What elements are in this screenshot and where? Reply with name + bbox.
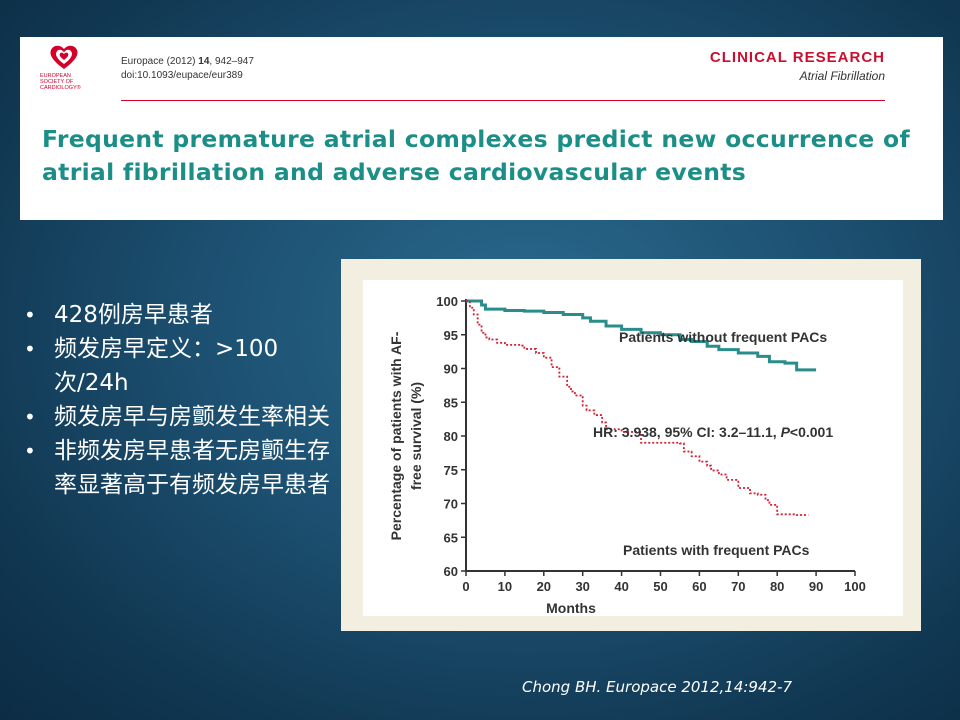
esc-logo: EUROPEAN SOCIETY OF CARDIOLOGY® bbox=[40, 43, 96, 97]
journal-volume: 14 bbox=[198, 56, 210, 67]
y-tick-label: 80 bbox=[444, 429, 458, 444]
x-tick-label: 0 bbox=[462, 579, 469, 594]
x-tick-label: 60 bbox=[692, 579, 706, 594]
x-tick-label: 80 bbox=[770, 579, 784, 594]
x-tick-label: 40 bbox=[614, 579, 628, 594]
figure-panel: 60 65 70 75 80 85 90 95 100 0 10 20 30 40 50 60 70 80 90 1… bbox=[341, 259, 921, 631]
article-title: Frequent premature atrial complexes pred… bbox=[42, 125, 910, 186]
y-tick-label: 90 bbox=[444, 362, 458, 377]
series-line-without-pacs bbox=[466, 299, 817, 372]
legend-without-pacs: Patients without frequent PACs bbox=[619, 329, 827, 345]
figure-inner: 60 65 70 75 80 85 90 95 100 0 10 20 30 40 50 60 70 80 90 1… bbox=[363, 280, 903, 616]
hr-text: HR: 3.938, 95% CI: 3.2–11.1, bbox=[593, 424, 781, 440]
logo-text-line: CARDIOLOGY® bbox=[40, 85, 81, 91]
x-tick-label: 30 bbox=[575, 579, 589, 594]
journal-pages: , 942–947 bbox=[209, 56, 254, 67]
x-tick-label: 100 bbox=[844, 579, 866, 594]
bullet-item: 频发房早定义：>100次/24h bbox=[22, 332, 332, 400]
heart-logo-icon bbox=[50, 45, 78, 69]
survival-chart: 60 65 70 75 80 85 90 95 100 0 10 20 30 40 50 60 70 80 90 1… bbox=[388, 294, 866, 616]
y-tick-label: 95 bbox=[444, 328, 458, 343]
header-divider bbox=[121, 100, 885, 101]
x-tick-label: 10 bbox=[498, 579, 512, 594]
bullet-item: 428例房早患者 bbox=[22, 298, 332, 332]
y-tick-label: 100 bbox=[436, 294, 458, 309]
journal-ref: Europace (2012) bbox=[121, 56, 199, 67]
y-tick-label: 85 bbox=[444, 395, 458, 410]
x-tick-label: 90 bbox=[809, 579, 823, 594]
citation: Chong BH. Europace 2012,14:942-7 bbox=[522, 678, 793, 696]
y-tick-label: 65 bbox=[444, 530, 458, 545]
series-line-with-pacs bbox=[466, 300, 809, 516]
section-label: Atrial Fibrillation bbox=[799, 69, 885, 83]
x-axis-label: Months bbox=[546, 600, 596, 616]
y-tick-label: 70 bbox=[444, 497, 458, 512]
article-header: EUROPEAN SOCIETY OF CARDIOLOGY® Europace… bbox=[20, 37, 943, 220]
y-axis-label: Percentage of patients with AF-free surv… bbox=[388, 331, 424, 540]
bullet-list: 428例房早患者 频发房早定义：>100次/24h 频发房早与房颤发生率相关 非… bbox=[22, 298, 332, 502]
bullet-item: 频发房早与房颤发生率相关 bbox=[22, 400, 332, 434]
p-value: <0.001 bbox=[790, 424, 833, 440]
logo-text-line: EUROPEAN bbox=[40, 73, 71, 79]
y-tick-label: 75 bbox=[444, 463, 458, 478]
hazard-ratio-annotation: HR: 3.938, 95% CI: 3.2–11.1, P<0.001 bbox=[593, 424, 833, 440]
y-tick-label: 60 bbox=[444, 564, 458, 579]
category-label: CLINICAL RESEARCH bbox=[709, 49, 885, 66]
p-symbol: P bbox=[781, 424, 791, 440]
doi: doi:10.1093/eupace/eur389 bbox=[121, 70, 243, 81]
logo-text-line: SOCIETY OF bbox=[40, 79, 74, 85]
bullet-item: 非频发房早患者无房颤生存率显著高于有频发房早患者 bbox=[22, 434, 332, 502]
x-tick-label: 70 bbox=[731, 579, 745, 594]
journal-info: Europace (2012) 14, 942–947 doi:10.1093/… bbox=[121, 55, 254, 83]
legend-with-pacs: Patients with frequent PACs bbox=[623, 542, 810, 558]
axis-lines bbox=[465, 299, 855, 572]
x-tick-label: 50 bbox=[653, 579, 667, 594]
x-tick-label: 20 bbox=[537, 579, 551, 594]
